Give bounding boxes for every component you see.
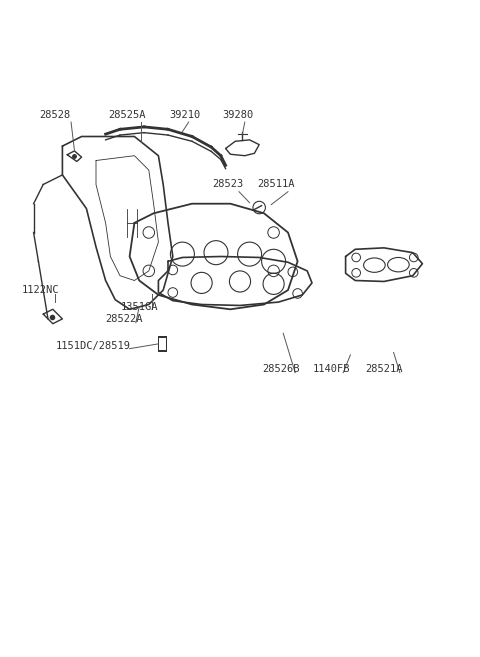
Text: 1351GA: 1351GA <box>120 302 158 311</box>
Text: 28523: 28523 <box>212 179 244 189</box>
Text: 28522A: 28522A <box>105 313 143 324</box>
Text: 28511A: 28511A <box>257 179 295 189</box>
Bar <box>159 338 166 350</box>
Bar <box>158 336 167 352</box>
Text: 1151DC/28519: 1151DC/28519 <box>56 341 131 351</box>
Text: 28525A: 28525A <box>108 110 146 120</box>
Text: 28526B: 28526B <box>262 364 300 374</box>
Text: 28521A: 28521A <box>365 364 403 374</box>
Text: 39280: 39280 <box>222 110 253 120</box>
Text: 1140FB: 1140FB <box>312 364 350 374</box>
Text: 1122NC: 1122NC <box>22 285 60 295</box>
Text: 28528: 28528 <box>39 110 71 120</box>
Text: 39210: 39210 <box>169 110 201 120</box>
